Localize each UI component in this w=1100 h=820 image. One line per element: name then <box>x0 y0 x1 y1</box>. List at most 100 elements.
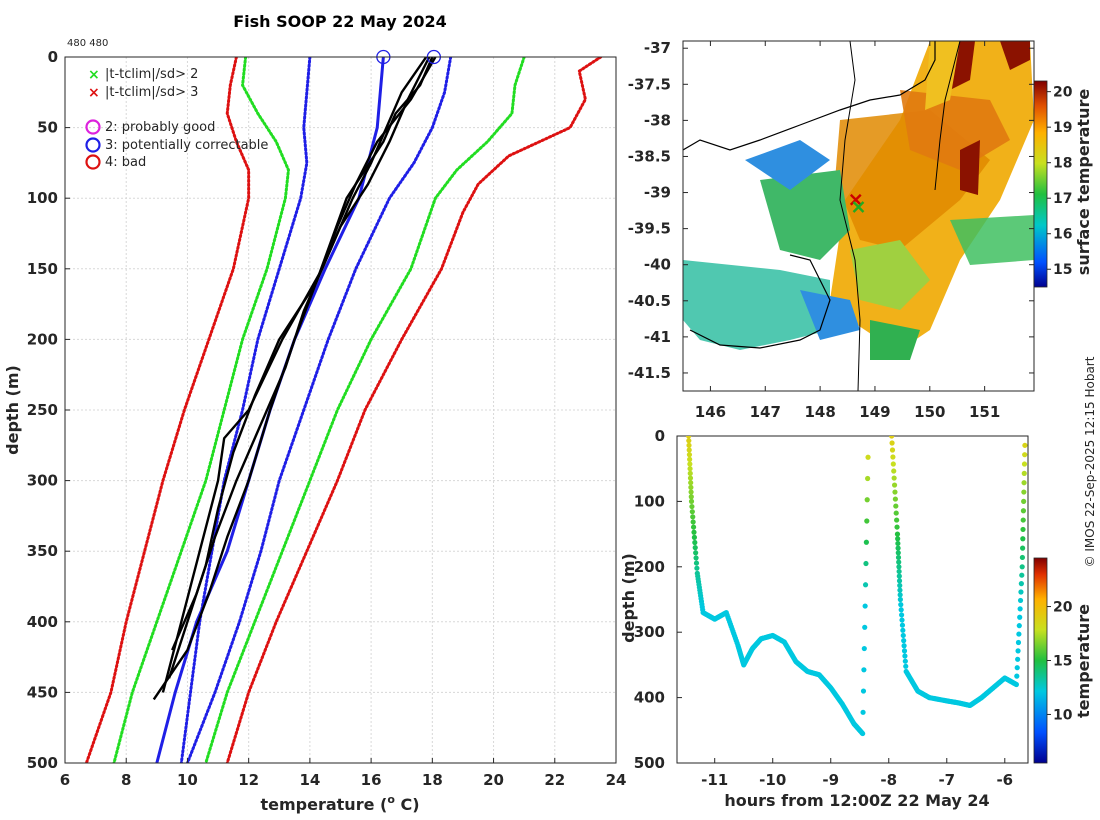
depth-time-x-label: hours from 12:00Z 22 May 24 <box>724 791 989 810</box>
depth-time-point <box>889 440 895 446</box>
depth-time-point <box>900 632 906 639</box>
depth-time-point <box>892 489 898 495</box>
depth-time-y-ticks: 0 100 200 300 400 500 <box>634 427 682 772</box>
depth-time-point <box>862 624 868 630</box>
dt-y-tick-label: 0 <box>655 427 665 445</box>
depth-time-point <box>863 539 869 545</box>
depth-time-point <box>895 545 901 551</box>
depth-time-point <box>903 663 909 669</box>
depth-time-point <box>692 539 698 546</box>
depth-time-point <box>860 709 866 715</box>
depth-time-point <box>897 582 903 589</box>
depth-time-point <box>693 555 699 561</box>
depth-time-point <box>1016 631 1022 637</box>
depth-time-point <box>1019 554 1026 561</box>
yellow-green-patch <box>850 240 930 310</box>
depth-time-point <box>686 442 692 448</box>
map-track <box>849 193 865 213</box>
depth-time-point <box>1019 572 1025 578</box>
map-y-tick-label: -41 <box>644 328 671 346</box>
depth-time-point <box>1014 673 1020 679</box>
depth-time-point <box>1019 564 1025 570</box>
depth-time-point <box>1013 681 1019 688</box>
map-x-tick-label: 147 <box>750 403 781 421</box>
profile-y-ticks: 0 50 100 150 200 250 300 350 400 450 500 <box>27 48 70 772</box>
depth-time-point <box>863 560 869 567</box>
figure-title: Fish SOOP 22 May 2024 <box>233 12 447 31</box>
blue-patch-2 <box>800 290 860 340</box>
depth-time-point <box>687 470 693 476</box>
depth-time-point <box>891 468 897 474</box>
depth-time-point <box>901 648 908 654</box>
green-patch <box>760 170 850 260</box>
depth-time-point <box>1017 597 1024 604</box>
legend-label: 2: probably good <box>105 120 215 135</box>
depth-time-point <box>861 645 867 652</box>
depth-time-point <box>860 730 866 737</box>
depth-time-point <box>896 564 902 570</box>
map-x-tick-label: 146 <box>695 403 726 421</box>
legend-marker-x-green: × <box>88 67 100 83</box>
y-tick-label: 200 <box>27 330 58 348</box>
depth-time-point <box>689 503 695 510</box>
cool-patch <box>683 260 830 350</box>
legend-marker-circle-red <box>85 154 101 170</box>
y-tick-label: 450 <box>27 683 58 701</box>
x-tick-label: 18 <box>422 771 443 789</box>
sst-colorbar-tick-label: 17 <box>1053 191 1072 207</box>
boundary-line <box>934 41 961 191</box>
y-tick-label: 150 <box>27 260 58 278</box>
depth-time-point <box>895 554 902 561</box>
depth-time-y-label: depth (m) <box>619 553 638 643</box>
depth-time-point <box>862 603 868 609</box>
depth-time-point <box>864 497 870 503</box>
x-tick-label: 14 <box>299 771 320 789</box>
depth-time-point <box>686 438 692 444</box>
depth-time-point <box>693 560 700 566</box>
x-tick-label: 6 <box>60 771 70 789</box>
legend-label: 4: bad <box>105 155 146 170</box>
sst-field <box>683 41 1034 391</box>
depth-time-x-ticks: -11 -10 -9 -8 -7 -6 <box>701 758 1013 789</box>
x-tick-label: 10 <box>177 771 198 789</box>
sst-colorbar <box>1033 80 1048 288</box>
depth-time-point <box>901 638 907 644</box>
envelope-red-left <box>84 57 251 763</box>
track-marker <box>849 193 862 206</box>
depth-time-point <box>899 612 905 618</box>
depth-time-panel: -11 -10 -9 -8 -7 -6 0 100 200 300 400 500 hours fr… <box>619 427 1093 810</box>
depth-time-point <box>896 568 902 575</box>
map-x-tick-label: 151 <box>969 403 1000 421</box>
dt-y-tick-label: 200 <box>634 558 665 576</box>
map-y-tick-label: -38.5 <box>628 147 671 165</box>
depth-time-point <box>686 452 693 458</box>
depth-time-point <box>890 454 896 460</box>
depth-time-point <box>902 653 908 659</box>
depth-time-point <box>862 582 869 588</box>
sst-colorbar-tick-label: 15 <box>1053 262 1072 278</box>
dt-y-tick-label: 400 <box>634 689 665 707</box>
depth-time-point <box>688 484 694 490</box>
depth-time-point <box>1016 623 1022 629</box>
dt-x-tick-label: -8 <box>880 771 897 789</box>
cast-line-cast-3 <box>167 57 437 679</box>
sst-colorbar-tick-label: 19 <box>1053 120 1072 136</box>
legend-label: 3: potentially correctable <box>105 138 268 153</box>
yellow-band <box>925 41 960 110</box>
envelope-green-right <box>204 57 526 763</box>
depth-time-point <box>861 667 867 673</box>
envelope-blue-left <box>179 57 312 763</box>
depth-time-point <box>1017 614 1023 620</box>
depth-time-point <box>893 503 899 509</box>
warm-core-patch-2 <box>900 90 1010 170</box>
depth-time-point <box>889 447 896 453</box>
map-y-tick-label: -37.5 <box>628 75 671 93</box>
depth-time-point <box>895 550 901 556</box>
depth-time-point <box>1020 517 1026 523</box>
x-tick-label: 22 <box>544 771 565 789</box>
depth-time-point <box>1014 665 1020 671</box>
depth-time-point <box>687 456 693 462</box>
profile-envelopes <box>84 57 603 763</box>
legend-label: |t-tclim|/sd> 3 <box>105 85 198 100</box>
